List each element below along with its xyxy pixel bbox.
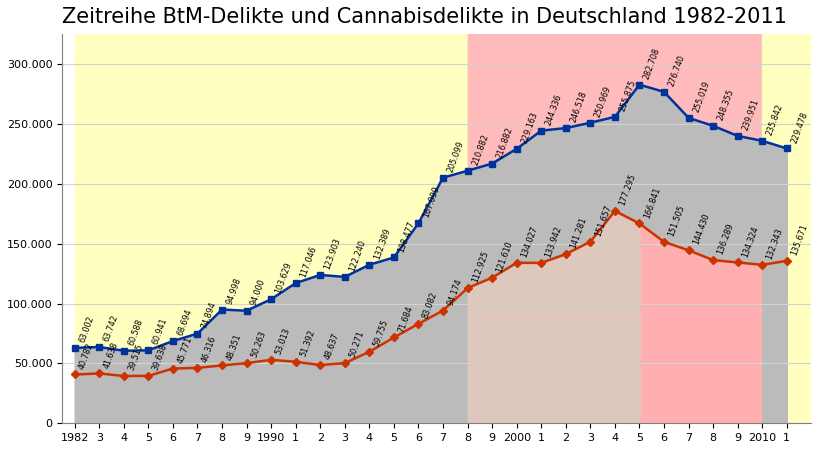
Text: 138.477: 138.477 — [396, 220, 416, 253]
Text: 68.694: 68.694 — [175, 308, 193, 337]
Text: 46.316: 46.316 — [200, 335, 218, 364]
Text: 141.281: 141.281 — [568, 216, 587, 250]
Text: 63.742: 63.742 — [102, 314, 120, 343]
Text: 246.518: 246.518 — [568, 90, 587, 124]
Text: 244.336: 244.336 — [543, 93, 563, 126]
Text: 50.271: 50.271 — [347, 330, 365, 359]
Text: 60.588: 60.588 — [126, 318, 144, 346]
Text: 134.027: 134.027 — [519, 225, 538, 259]
Bar — [75, 34, 467, 423]
Text: 63.002: 63.002 — [77, 315, 95, 344]
Text: 59.755: 59.755 — [372, 318, 390, 347]
Text: 94.174: 94.174 — [446, 277, 464, 306]
Text: 229.163: 229.163 — [519, 111, 539, 145]
Text: 48.637: 48.637 — [323, 332, 341, 361]
Text: 255.019: 255.019 — [690, 80, 710, 114]
Text: 60.941: 60.941 — [151, 317, 169, 346]
Text: 123.903: 123.903 — [323, 237, 342, 271]
Text: 117.046: 117.046 — [298, 245, 318, 279]
Text: 235.842: 235.842 — [764, 103, 784, 137]
Text: 136.289: 136.289 — [715, 222, 735, 256]
Text: 133.942: 133.942 — [543, 225, 563, 259]
Text: 94.998: 94.998 — [224, 276, 242, 306]
Text: 216.882: 216.882 — [495, 126, 514, 159]
Text: 45.771: 45.771 — [175, 335, 193, 364]
Text: 71.684: 71.684 — [396, 304, 414, 333]
Text: 74.894: 74.894 — [200, 300, 218, 329]
Text: 112.925: 112.925 — [470, 250, 490, 284]
Text: 132.389: 132.389 — [372, 227, 391, 261]
Text: 248.355: 248.355 — [715, 88, 735, 122]
Text: 94.000: 94.000 — [249, 278, 267, 306]
Text: 41.638: 41.638 — [102, 340, 120, 369]
Bar — [467, 34, 639, 423]
Text: 83.082: 83.082 — [421, 291, 439, 319]
Text: 122.240: 122.240 — [347, 239, 367, 273]
Bar — [467, 34, 762, 423]
Text: 134.324: 134.324 — [740, 225, 759, 258]
Text: 132.343: 132.343 — [764, 227, 784, 261]
Bar — [762, 34, 810, 423]
Text: 51.392: 51.392 — [298, 328, 316, 358]
Text: 121.610: 121.610 — [495, 240, 514, 274]
Text: 39.638: 39.638 — [151, 342, 169, 372]
Text: 135.671: 135.671 — [789, 223, 808, 256]
Text: 166.841: 166.841 — [641, 186, 661, 219]
Text: 282.708: 282.708 — [641, 46, 661, 81]
Text: 48.351: 48.351 — [224, 332, 242, 361]
Text: 53.013: 53.013 — [274, 327, 292, 356]
Text: Zeitreihe BtM-Delikte und Cannabisdelikte in Deutschland 1982-2011: Zeitreihe BtM-Delikte und Cannabisdelikt… — [62, 7, 786, 27]
Text: 276.740: 276.740 — [666, 54, 686, 88]
Text: 151.505: 151.505 — [666, 204, 686, 238]
Text: 151.657: 151.657 — [592, 203, 612, 238]
Text: 205.099: 205.099 — [446, 140, 465, 174]
Text: 39.515: 39.515 — [126, 342, 144, 372]
Text: 229.478: 229.478 — [789, 110, 808, 144]
Text: 250.969: 250.969 — [592, 85, 612, 118]
Text: 103.629: 103.629 — [274, 261, 293, 295]
Text: 167.099: 167.099 — [421, 185, 441, 219]
Text: 177.295: 177.295 — [617, 173, 636, 207]
Text: 255.875: 255.875 — [617, 78, 636, 112]
Text: 50.263: 50.263 — [249, 330, 267, 359]
Text: 40.782: 40.782 — [77, 341, 95, 370]
Text: 210.882: 210.882 — [470, 133, 490, 166]
Text: 239.951: 239.951 — [740, 98, 759, 132]
Text: 144.430: 144.430 — [690, 212, 710, 246]
